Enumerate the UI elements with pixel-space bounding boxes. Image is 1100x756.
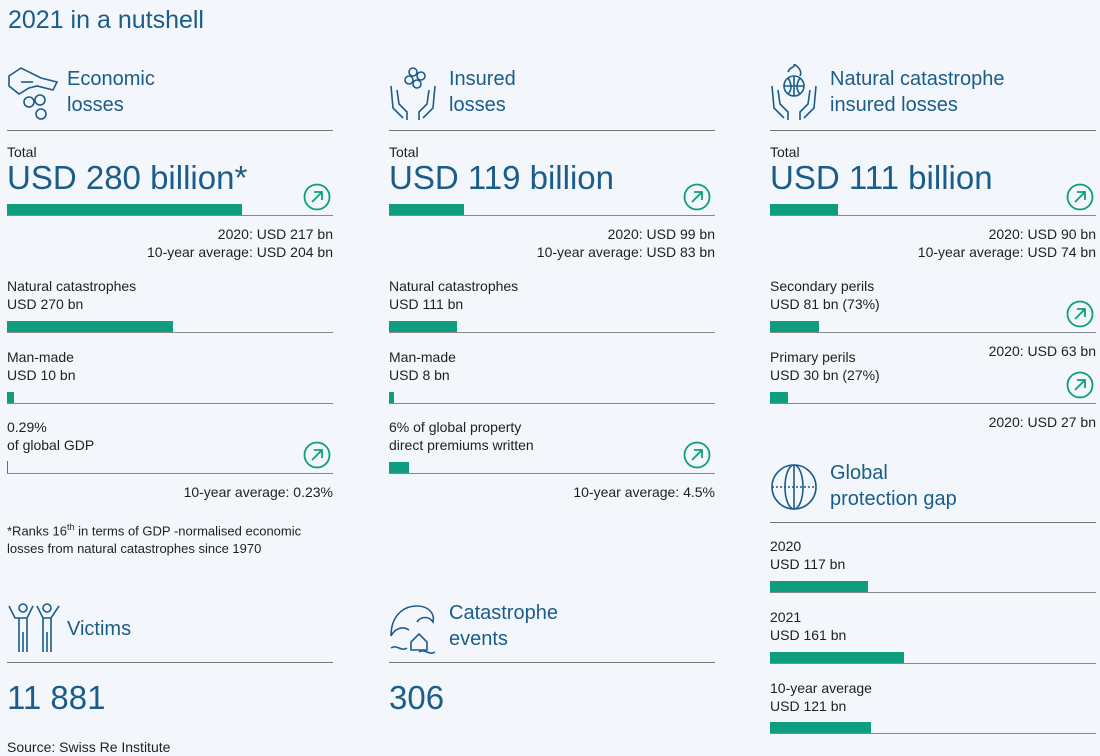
total-bar — [7, 204, 242, 216]
gap-average-label: 10-year average — [770, 680, 872, 696]
gdp-share-value: 0.29% — [7, 419, 47, 435]
gap-2020-value: USD 117 bn — [770, 556, 846, 572]
gap-average-value: USD 121 bn — [770, 698, 847, 714]
ten-year-average: 10-year average: USD 74 bn — [917, 244, 1096, 260]
gap-2020-label: 2020 — [770, 538, 802, 554]
protection-gap-header: Global protection gap — [770, 458, 1096, 523]
people-icon — [8, 603, 60, 652]
victims-header: Victims — [7, 598, 333, 663]
natcat-insured-losses-header: Natural catastrophe insured losses — [770, 60, 1096, 131]
external-link-arrow-icon[interactable] — [1066, 183, 1094, 211]
total-bar — [770, 204, 838, 216]
victims-value: 11 881 — [7, 679, 106, 716]
total-value: USD 119 billion — [389, 159, 615, 196]
premium-share-line1: 6% of global property — [389, 419, 522, 435]
man-made-label: Man-made — [389, 349, 456, 365]
man-made-label: Man-made — [7, 349, 74, 365]
external-link-arrow-icon[interactable] — [303, 183, 331, 211]
hand-coins-icon — [8, 67, 59, 120]
hands-globe-fire-icon — [771, 64, 817, 120]
total-label: Total — [389, 144, 419, 160]
man-made-value: USD 10 bn — [7, 367, 76, 383]
natcat-label: Natural catastrophes — [7, 278, 137, 294]
gdp-share-label: of global GDP — [7, 437, 95, 453]
events-label: Catastrophe events — [449, 602, 558, 650]
primary-perils-label: Primary perils — [770, 349, 856, 365]
footnote: *Ranks 16th in terms of GDP -normalised … — [7, 522, 302, 557]
gdp-ten-year-average: 10-year average: 0.23% — [183, 484, 333, 500]
man-made-bar — [389, 392, 394, 403]
total-value: USD 280 billion* — [7, 159, 248, 196]
economic-losses-header: Economic losses — [7, 60, 333, 131]
page-title: 2021 in a nutshell — [8, 6, 204, 34]
natcat-label: Natural catastrophes — [389, 278, 519, 294]
external-link-arrow-icon[interactable] — [683, 441, 711, 469]
events-header: Catastrophe events — [389, 598, 715, 663]
natcat-bar — [389, 321, 457, 332]
man-made-bar — [7, 392, 14, 403]
ten-year-average: 10-year average: USD 204 bn — [147, 244, 333, 260]
prior-year-value: 2020: USD 217 bn — [217, 226, 333, 242]
natcat-insured-losses-column: Natural catastrophe insured losses Total … — [770, 0, 1096, 748]
economic-losses-column: Economic losses Total USD 280 billion* 20… — [7, 0, 333, 755]
insured-losses-label: Insured losses — [449, 68, 516, 116]
events-value: 306 — [389, 679, 445, 716]
wave-house-icon — [390, 605, 436, 654]
secondary-perils-label: Secondary perils — [770, 278, 875, 294]
total-value: USD 111 billion — [770, 159, 993, 196]
total-bar — [389, 204, 464, 216]
external-link-arrow-icon[interactable] — [1066, 300, 1094, 328]
premium-share-line2: direct premiums written — [389, 437, 534, 453]
source-note: Source: Swiss Re Institute — [7, 739, 171, 755]
natcat-bar — [7, 321, 173, 332]
secondary-perils-prior-year: 2020: USD 63 bn — [988, 343, 1096, 359]
natcat-value: USD 111 bn — [389, 296, 464, 312]
premium-share-bar — [389, 462, 409, 473]
gap-2021-label: 2021 — [770, 609, 802, 625]
gap-average-bar — [770, 722, 871, 733]
globe-icon — [771, 464, 817, 510]
man-made-value: USD 8 bn — [389, 367, 450, 383]
external-link-arrow-icon[interactable] — [303, 441, 331, 469]
insured-losses-column: Insured losses Total USD 119 billion 2020… — [389, 0, 715, 748]
secondary-perils-value: USD 81 bn (73%) — [770, 296, 880, 312]
primary-perils-value: USD 30 bn (27%) — [770, 367, 880, 383]
secondary-perils-bar — [770, 321, 819, 332]
primary-perils-prior-year: 2020: USD 27 bn — [988, 414, 1096, 430]
gdp-bar — [7, 461, 8, 473]
natcat-insured-losses-label: Natural catastrophe insured losses — [830, 68, 1005, 116]
gap-2021-bar — [770, 652, 904, 663]
premium-ten-year-average: 10-year average: 4.5% — [573, 484, 715, 500]
protection-gap-label: Global protection gap — [830, 462, 957, 510]
external-link-arrow-icon[interactable] — [1066, 371, 1094, 399]
insured-losses-header: Insured losses — [389, 60, 715, 131]
victims-label: Victims — [67, 618, 132, 640]
hands-coins-icon — [390, 67, 436, 120]
total-label: Total — [770, 144, 800, 160]
prior-year-value: 2020: USD 90 bn — [988, 226, 1096, 242]
economic-losses-label: Economic losses — [67, 68, 155, 116]
external-link-arrow-icon[interactable] — [683, 183, 711, 211]
total-label: Total — [7, 144, 37, 160]
natcat-value: USD 270 bn — [7, 296, 84, 312]
gap-2021-value: USD 161 bn — [770, 627, 847, 643]
primary-perils-bar — [770, 392, 788, 403]
ten-year-average: 10-year average: USD 83 bn — [536, 244, 715, 260]
prior-year-value: 2020: USD 99 bn — [607, 226, 715, 242]
gap-2020-bar — [770, 581, 868, 592]
